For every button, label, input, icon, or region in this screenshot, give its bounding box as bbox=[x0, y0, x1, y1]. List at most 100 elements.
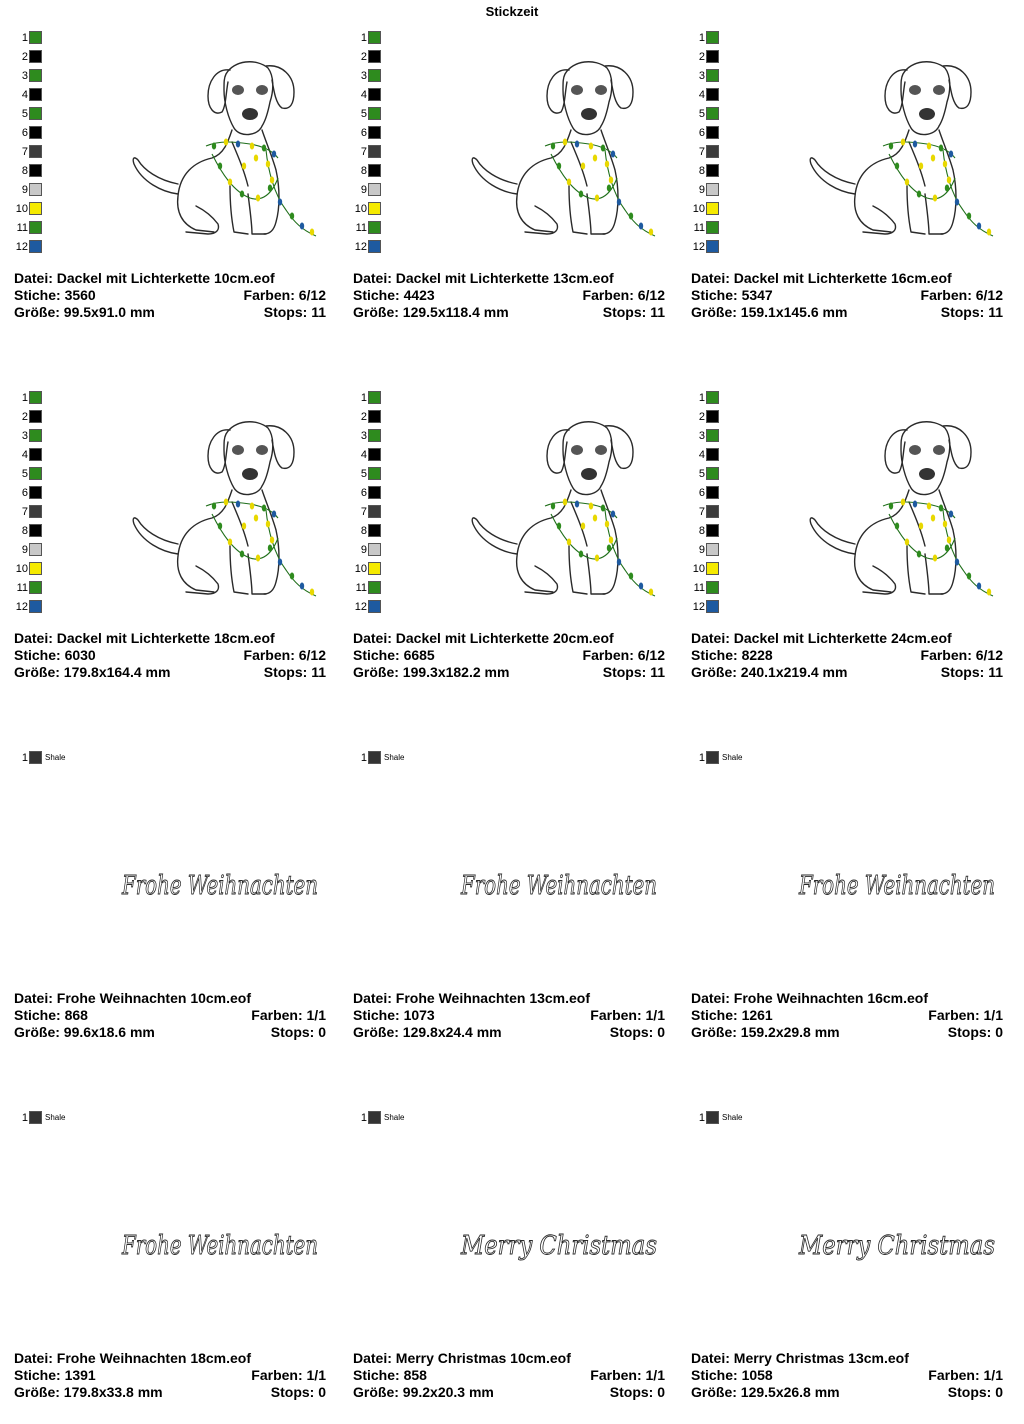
color-swatch-row: 9 bbox=[353, 180, 381, 199]
swatch-name: Shale bbox=[722, 753, 743, 762]
stop-count: Stops: 0 bbox=[609, 1024, 665, 1040]
color-swatch-row: 8 bbox=[691, 161, 719, 180]
design-info: Datei: Dackel mit Lichterkette 24cm.eof S… bbox=[691, 630, 1003, 681]
color-count: Farben: 1/1 bbox=[251, 1367, 326, 1383]
info-row-stitches: Stiche: 4423 Farben: 6/12 bbox=[353, 287, 665, 304]
color-swatch bbox=[29, 505, 42, 518]
color-swatch-row: 11 bbox=[353, 578, 381, 597]
swatch-number: 5 bbox=[21, 467, 28, 480]
color-swatch-row: 2 bbox=[353, 407, 381, 426]
color-swatch-row: 8 bbox=[14, 161, 42, 180]
swatch-name: Shale bbox=[722, 1113, 743, 1122]
color-palette: 1 Shale bbox=[691, 748, 742, 767]
swatch-number: 11 bbox=[693, 581, 705, 594]
color-swatch bbox=[29, 562, 42, 575]
color-swatch-row: 5 bbox=[353, 104, 381, 123]
design-size: Größe: 129.5x118.4 mm bbox=[353, 304, 509, 320]
color-swatch-row: 11 bbox=[14, 578, 42, 597]
info-row-stitches: Stiche: 6685 Farben: 6/12 bbox=[353, 647, 665, 664]
color-swatch bbox=[706, 429, 719, 442]
lettering-preview: Frohe Weihnachten bbox=[457, 860, 661, 910]
color-swatch bbox=[29, 183, 42, 196]
swatch-number: 10 bbox=[354, 202, 367, 215]
swatch-number: 3 bbox=[21, 69, 28, 82]
swatch-number: 9 bbox=[21, 183, 28, 196]
color-swatch bbox=[29, 126, 42, 139]
lettering-text: Merry Christmas bbox=[798, 1231, 995, 1261]
design-info: Datei: Dackel mit Lichterkette 20cm.eof S… bbox=[353, 630, 665, 681]
color-count: Farben: 6/12 bbox=[920, 287, 1003, 303]
color-swatch-row: 5 bbox=[353, 464, 381, 483]
color-swatch-row: 2 bbox=[691, 407, 719, 426]
swatch-number: 1 bbox=[21, 1111, 28, 1124]
color-swatch-row: 9 bbox=[353, 540, 381, 559]
file-name: Datei: Dackel mit Lichterkette 18cm.eof bbox=[14, 630, 275, 646]
info-row-stitches: Stiche: 1073 Farben: 1/1 bbox=[353, 1007, 665, 1024]
lettering-text: Frohe Weihnachten bbox=[121, 871, 318, 901]
swatch-number: 10 bbox=[354, 562, 367, 575]
color-swatch-row: 8 bbox=[353, 161, 381, 180]
dachshund-preview bbox=[132, 61, 317, 237]
color-swatch-row: 10 bbox=[14, 559, 42, 578]
swatch-name: Shale bbox=[45, 753, 66, 762]
swatch-number: 4 bbox=[360, 88, 367, 101]
color-swatch bbox=[368, 164, 381, 177]
design-size: Größe: 159.1x145.6 mm bbox=[691, 304, 848, 320]
design-card: 1 Shale Frohe Weihnachten Datei: Frohe Weih… bbox=[14, 748, 330, 1068]
swatch-number: 2 bbox=[698, 410, 705, 423]
swatch-number: 1 bbox=[698, 1111, 705, 1124]
color-swatch-row: 2 bbox=[353, 47, 381, 66]
swatch-number: 9 bbox=[21, 543, 28, 556]
color-swatch bbox=[706, 240, 719, 253]
design-size: Größe: 159.2x29.8 mm bbox=[691, 1024, 840, 1040]
color-count: Farben: 1/1 bbox=[928, 1007, 1003, 1023]
color-swatch bbox=[368, 1111, 381, 1124]
swatch-number: 4 bbox=[21, 448, 28, 461]
color-swatch-row: 4 bbox=[353, 85, 381, 104]
swatch-number: 10 bbox=[15, 202, 28, 215]
color-swatch-row: 10 bbox=[353, 559, 381, 578]
info-row-size: Größe: 99.5x91.0 mm Stops: 11 bbox=[14, 304, 326, 321]
color-swatch-row: 7 bbox=[353, 502, 381, 521]
color-swatch-row: 6 bbox=[14, 483, 42, 502]
swatch-number: 1 bbox=[698, 31, 705, 44]
swatch-number: 3 bbox=[698, 69, 705, 82]
color-count: Farben: 6/12 bbox=[582, 287, 665, 303]
color-swatch bbox=[368, 410, 381, 423]
design-card: 1 Shale Frohe Weihnachten Datei: Frohe Weih… bbox=[353, 748, 669, 1068]
swatch-number: 1 bbox=[360, 751, 367, 764]
color-swatch-row: 7 bbox=[691, 502, 719, 521]
swatch-number: 12 bbox=[354, 240, 367, 253]
swatch-number: 3 bbox=[21, 429, 28, 442]
swatch-number: 3 bbox=[360, 69, 367, 82]
swatch-number: 12 bbox=[15, 600, 28, 613]
info-row-size: Größe: 179.8x164.4 mm Stops: 11 bbox=[14, 664, 326, 681]
color-swatch bbox=[368, 240, 381, 253]
info-row-size: Größe: 129.8x24.4 mm Stops: 0 bbox=[353, 1024, 665, 1041]
color-count: Farben: 1/1 bbox=[251, 1007, 326, 1023]
color-swatch-row: 4 bbox=[691, 445, 719, 464]
color-swatch-row: 10 bbox=[353, 199, 381, 218]
color-swatch bbox=[29, 221, 42, 234]
color-swatch bbox=[368, 107, 381, 120]
swatch-number: 1 bbox=[360, 1111, 367, 1124]
swatch-number: 6 bbox=[698, 486, 705, 499]
color-swatch-row: 6 bbox=[353, 483, 381, 502]
color-swatch-row: 12 bbox=[14, 597, 42, 616]
color-swatch bbox=[29, 391, 42, 404]
color-swatch bbox=[29, 486, 42, 499]
stop-count: Stops: 0 bbox=[947, 1384, 1003, 1400]
info-row-size: Größe: 159.2x29.8 mm Stops: 0 bbox=[691, 1024, 1003, 1041]
color-swatch bbox=[368, 467, 381, 480]
color-swatch-row: 3 bbox=[14, 66, 42, 85]
color-swatch-row: 12 bbox=[14, 237, 42, 256]
design-size: Größe: 99.5x91.0 mm bbox=[14, 304, 155, 320]
color-swatch-row: 12 bbox=[353, 237, 381, 256]
color-swatch bbox=[368, 221, 381, 234]
design-size: Größe: 99.6x18.6 mm bbox=[14, 1024, 155, 1040]
color-palette: 1 2 3 4 5 6 7 8 9 10 11 12 bbox=[353, 28, 381, 256]
info-row-size: Größe: 159.1x145.6 mm Stops: 11 bbox=[691, 304, 1003, 321]
swatch-name: Shale bbox=[384, 753, 405, 762]
stitch-count: Stiche: 1261 bbox=[691, 1007, 773, 1023]
info-row-size: Größe: 99.6x18.6 mm Stops: 0 bbox=[14, 1024, 326, 1041]
